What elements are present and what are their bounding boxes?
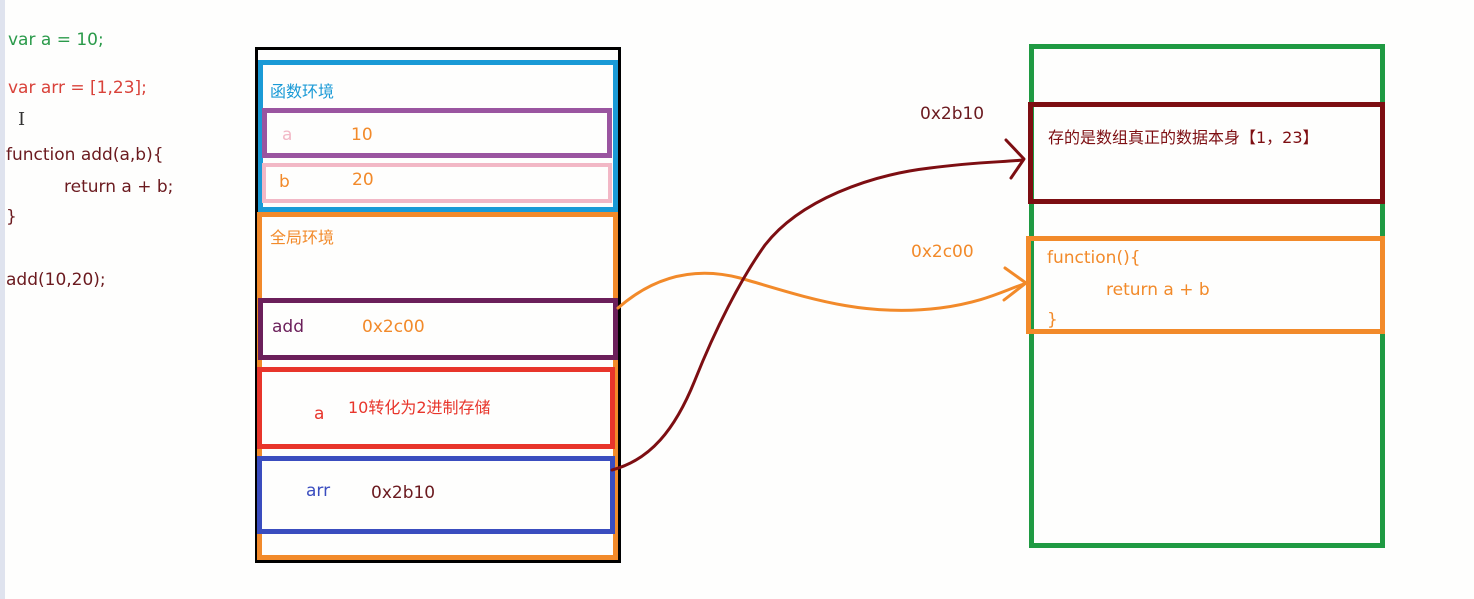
arr-arrowhead: [1004, 138, 1026, 180]
global-env-label: 全局环境: [270, 228, 335, 247]
code-line-call: add(10,20);: [6, 270, 106, 290]
var-a-slot: [262, 108, 612, 158]
add-name: add: [272, 317, 304, 337]
code-line-var-a: var a = 10;: [8, 30, 104, 50]
editor-gutter: [0, 0, 5, 599]
heap-function-line1: function(){: [1047, 248, 1141, 268]
code-line-close-brace: }: [6, 207, 17, 227]
heap-array-address: 0x2b10: [920, 104, 985, 124]
heap-function-address: 0x2c00: [911, 242, 974, 262]
add-to-function-arrow: [616, 271, 1026, 312]
heap-array-content: 存的是数组真正的数据本身【1，23】: [1048, 128, 1319, 147]
var-b-slot: [262, 163, 612, 203]
function-env-box: [258, 60, 618, 212]
var-b-value: 20: [352, 170, 374, 190]
heap-function-block: [1026, 236, 1385, 334]
global-a-name: a: [314, 404, 325, 424]
var-a-name: a: [282, 125, 293, 145]
global-a-value: 10转化为2进制存储: [348, 398, 491, 417]
global-a-slot: [257, 367, 615, 449]
code-line-return: return a + b;: [64, 177, 174, 197]
arr-value: 0x2b10: [371, 483, 436, 503]
code-line-function: function add(a,b){: [6, 145, 164, 165]
code-line-var-arr: var arr = [1,23];: [8, 78, 147, 98]
heap-array-block: [1028, 102, 1385, 204]
var-a-value: 10: [351, 125, 373, 145]
arr-slot: [257, 456, 615, 534]
heap-function-line2: return a + b: [1106, 280, 1210, 300]
arr-to-array-arrow: [610, 158, 1025, 472]
var-b-name: b: [279, 172, 290, 192]
heap-function-line3: }: [1047, 310, 1058, 330]
add-slot: [258, 298, 618, 360]
arr-name: arr: [306, 481, 331, 501]
function-env-label: 函数环境: [270, 82, 335, 101]
add-value: 0x2c00: [362, 317, 425, 337]
add-arrowhead: [1002, 266, 1028, 302]
text-cursor-icon: I: [18, 109, 26, 130]
